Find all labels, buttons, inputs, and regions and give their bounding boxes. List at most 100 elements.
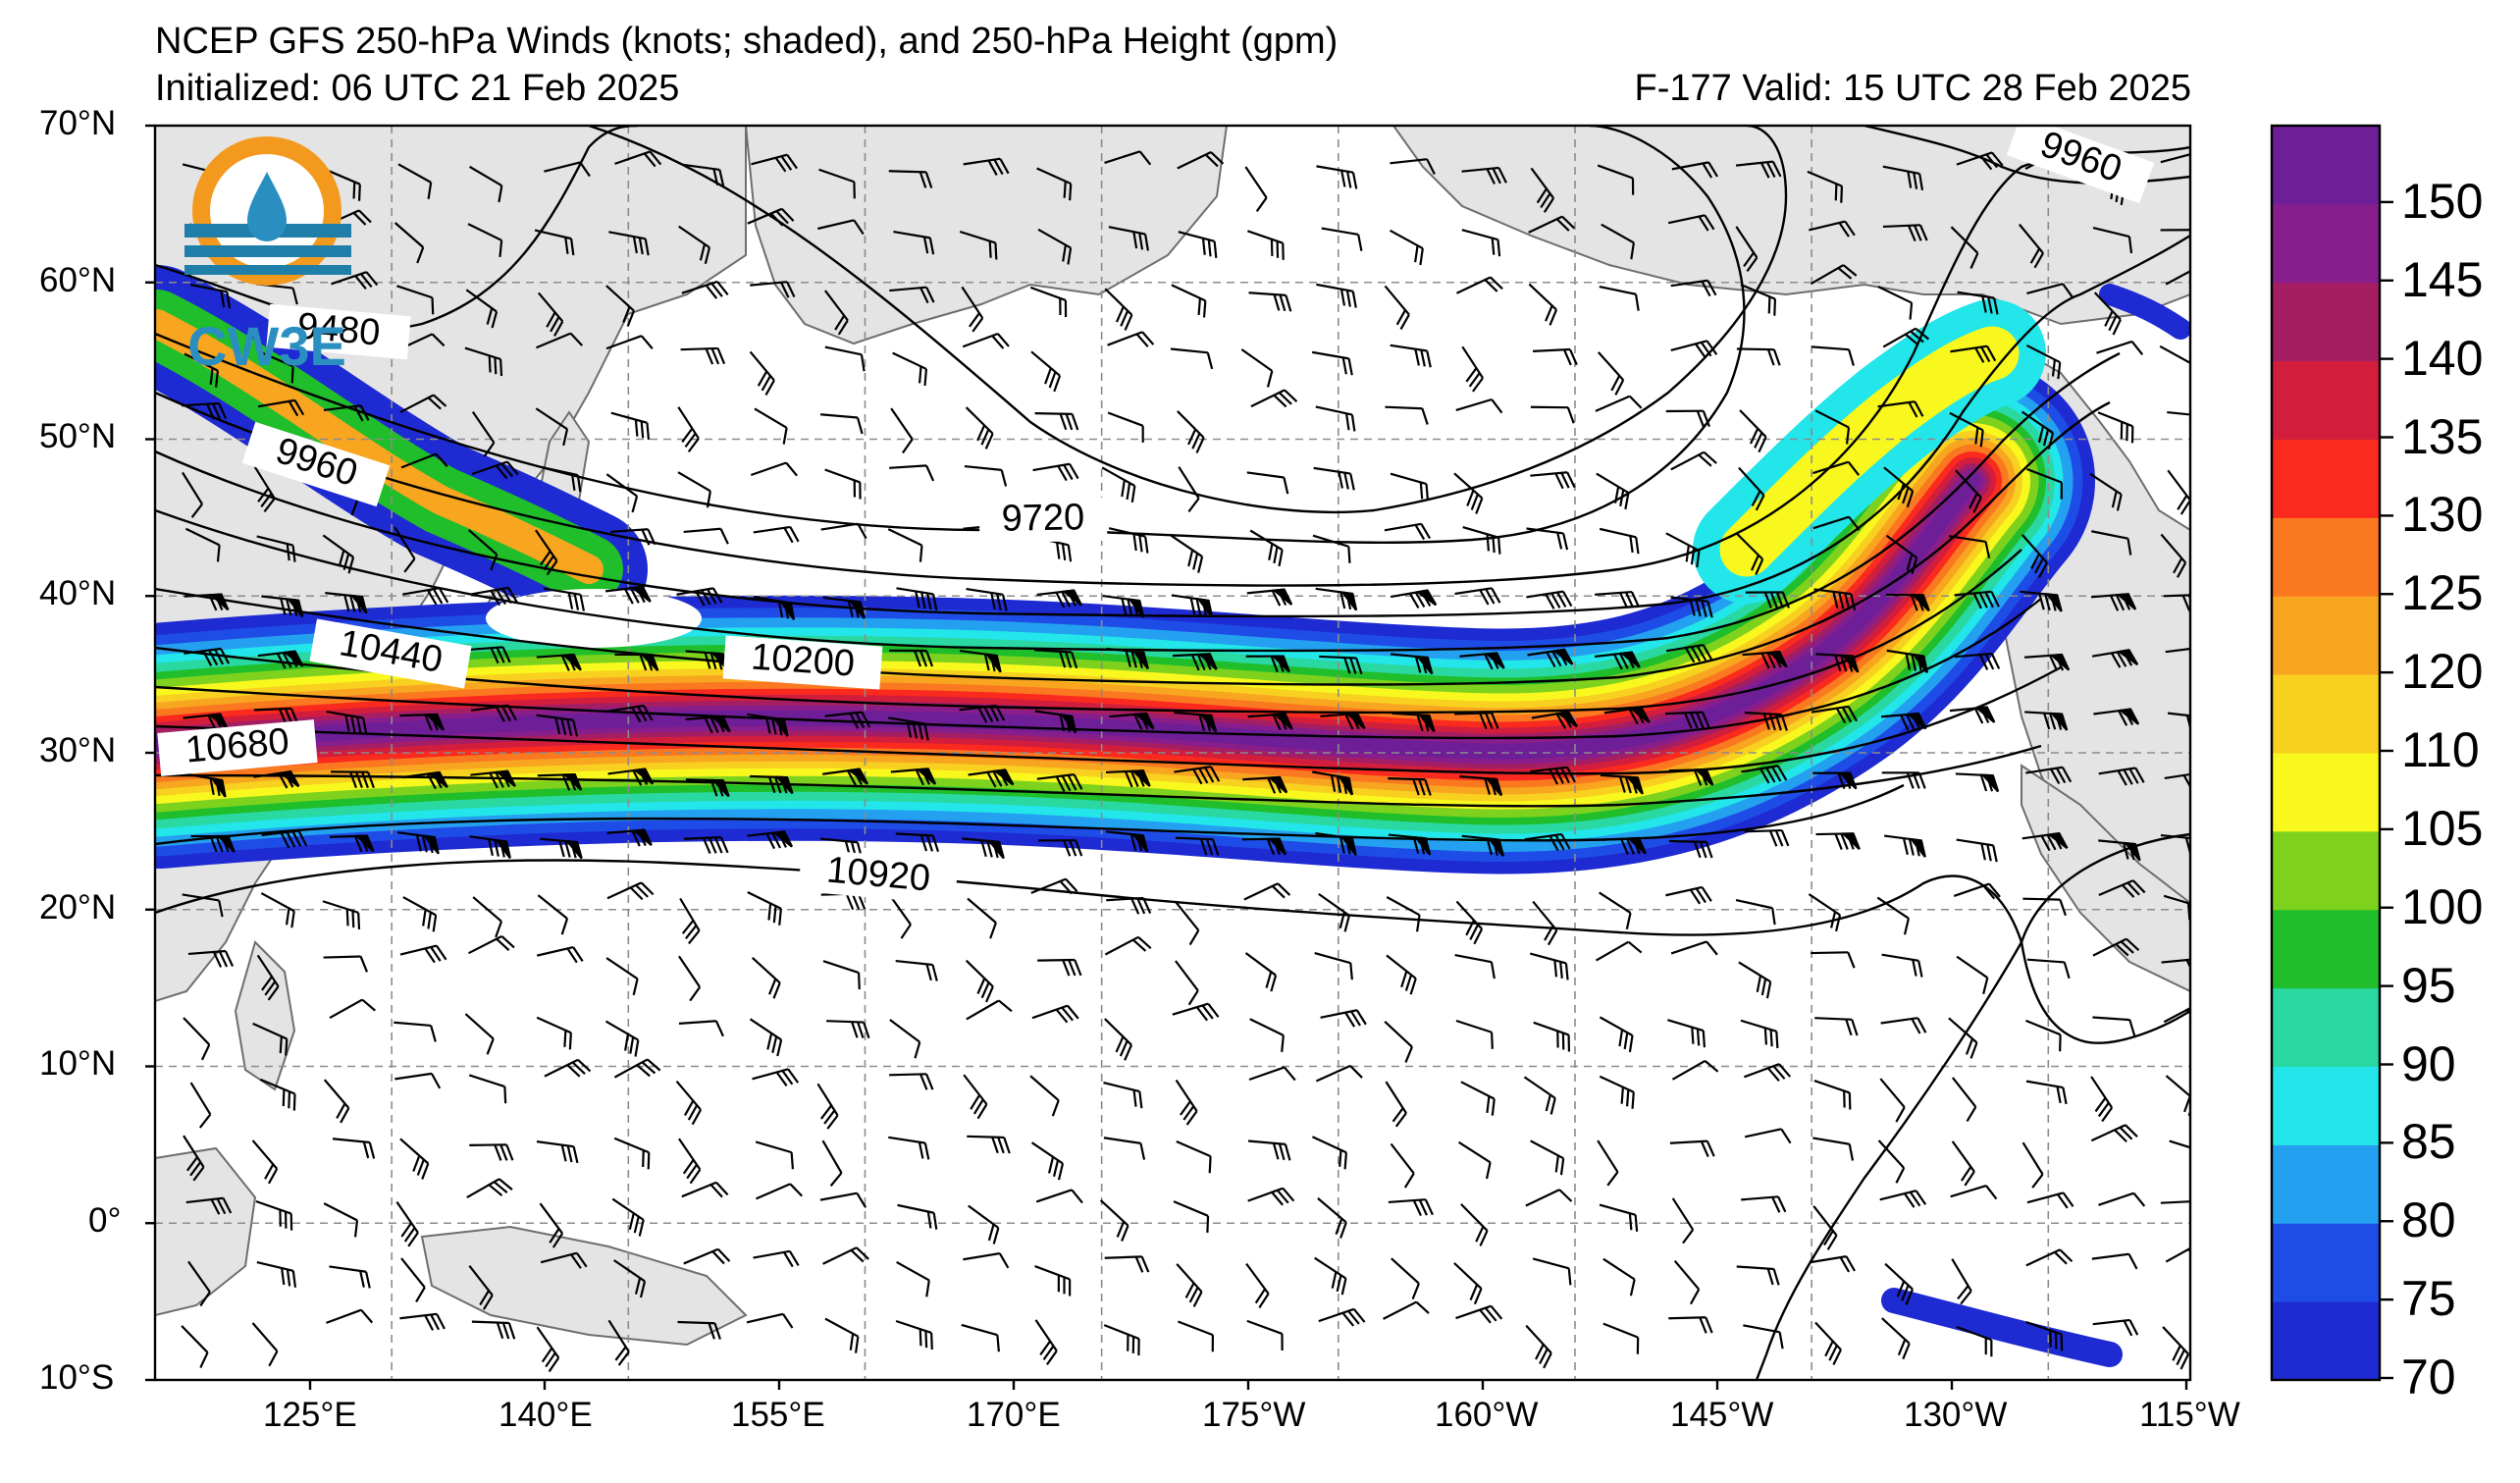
colorbar-label: 105 xyxy=(2401,800,2484,856)
wind-barb xyxy=(1247,1187,1295,1206)
contour-10320 xyxy=(155,549,2022,715)
wind-barb xyxy=(1525,1324,1552,1369)
wind-barb xyxy=(1171,594,1214,618)
wind-barb xyxy=(2098,839,2141,862)
wind-barb xyxy=(182,401,228,420)
wind-barb xyxy=(1879,1078,1906,1123)
wind-barb xyxy=(1533,347,1578,366)
wind-barb xyxy=(253,770,300,789)
wind-barb xyxy=(1595,395,1643,412)
wind-barb xyxy=(1814,1321,1842,1366)
wind-barb xyxy=(1670,340,1718,358)
wind-barb xyxy=(1950,226,1979,269)
wind-barb xyxy=(1172,1002,1220,1022)
wind-barb xyxy=(536,1016,572,1050)
wind-barb xyxy=(1744,1128,1792,1144)
wind-barb xyxy=(1321,227,1363,251)
wind-barb xyxy=(1881,771,1926,789)
wind-barb xyxy=(466,1178,513,1199)
wind-barb xyxy=(2091,1252,2138,1270)
wind-barb xyxy=(1030,1141,1065,1181)
wind-barb xyxy=(402,587,449,606)
wind-barb xyxy=(183,1017,211,1061)
wind-barbs xyxy=(181,150,2190,1373)
contour-9600 xyxy=(588,126,1788,513)
wind-barb xyxy=(251,1322,279,1367)
wind-barb xyxy=(2167,469,2190,515)
wind-barb xyxy=(1955,772,2000,793)
wind-barb xyxy=(1099,1199,1129,1242)
wind-barb xyxy=(754,595,796,620)
wind-barb xyxy=(959,649,1002,673)
wind-barb xyxy=(1670,940,1718,956)
wind-barb xyxy=(1108,527,1149,554)
wind-barb xyxy=(1029,286,1068,318)
wind-barb xyxy=(2098,1192,2146,1207)
lat-label: 40°N xyxy=(39,574,117,612)
wind-barb xyxy=(746,1312,794,1329)
wind-barb xyxy=(1390,344,1432,368)
wind-barb xyxy=(394,1021,437,1042)
contour-label: 9480 xyxy=(295,305,382,353)
contour-10440 xyxy=(155,598,2042,740)
colorbar-label: 140 xyxy=(2401,330,2484,386)
wind-barb xyxy=(1104,935,1152,956)
wind-barb xyxy=(1246,230,1285,260)
wind-barb xyxy=(471,704,517,722)
wind-barb xyxy=(1388,777,1432,796)
wind-barb xyxy=(1034,1265,1072,1297)
wind-barb xyxy=(1102,594,1145,618)
wind-barb xyxy=(604,585,652,605)
wind-barb xyxy=(2160,533,2187,578)
wind-barb xyxy=(326,711,368,735)
wind-barb xyxy=(181,1325,209,1368)
wind-barb xyxy=(824,290,849,336)
contour-10560 xyxy=(155,665,2062,775)
wind-barb xyxy=(1809,1255,1856,1273)
lon-label: 155°E xyxy=(731,1396,825,1434)
wind-barb xyxy=(537,291,564,337)
wind-barb xyxy=(399,394,447,413)
wind-barb xyxy=(1385,405,1429,425)
wind-barb xyxy=(1527,648,1574,667)
wind-barb xyxy=(1602,1322,1640,1354)
wind-barb xyxy=(544,1058,592,1078)
wind-barb xyxy=(396,285,435,315)
wind-barb xyxy=(395,1200,419,1247)
wind-barb xyxy=(959,230,998,260)
wind-barb xyxy=(1597,164,1635,195)
wind-barb xyxy=(1881,712,1927,731)
wind-barb xyxy=(1106,647,1149,670)
wind-barb xyxy=(683,835,729,855)
wind-barb xyxy=(1671,161,1718,179)
contour-9720 xyxy=(155,126,1746,544)
wind-barb xyxy=(1670,596,1713,618)
colorbar-segment xyxy=(2272,203,2380,284)
colorbar-segment xyxy=(2272,987,2380,1067)
wind-barb xyxy=(889,1019,921,1059)
wind-barb xyxy=(1250,389,1298,408)
wind-barb xyxy=(888,1136,930,1160)
wind-barb xyxy=(536,946,584,964)
wind-barb xyxy=(1170,347,1214,370)
wind-barb xyxy=(2097,411,2134,444)
wind-barb xyxy=(2020,590,2063,612)
wind-barb xyxy=(1882,327,1930,348)
wind-barb xyxy=(1530,766,1576,785)
wind-barb xyxy=(1530,1139,1565,1176)
wind-barb xyxy=(1880,1017,1927,1034)
wind-barb xyxy=(1108,226,1149,251)
wind-barb xyxy=(968,768,1015,788)
wind-barb xyxy=(1526,527,1569,551)
wind-barb xyxy=(605,957,639,996)
wind-barb xyxy=(1744,828,1790,847)
wind-barb xyxy=(400,1257,426,1302)
wind-barb xyxy=(1876,896,1910,935)
wind-barb xyxy=(2090,1076,2114,1123)
wind-barb xyxy=(1883,466,1915,508)
wind-barb xyxy=(1462,526,1501,555)
lon-label: 140°E xyxy=(499,1396,593,1434)
wind-barb xyxy=(1594,590,1641,609)
lon-label: 145°W xyxy=(1670,1396,1774,1434)
